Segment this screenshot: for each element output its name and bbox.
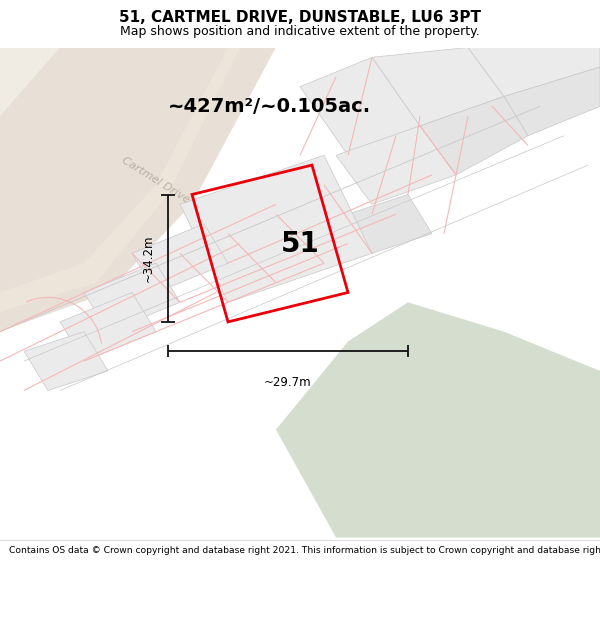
Polygon shape — [24, 332, 108, 391]
Polygon shape — [0, 48, 276, 332]
Text: Contains OS data © Crown copyright and database right 2021. This information is : Contains OS data © Crown copyright and d… — [9, 546, 600, 555]
Polygon shape — [300, 58, 420, 155]
Polygon shape — [0, 48, 600, 538]
Polygon shape — [504, 67, 600, 136]
Polygon shape — [420, 96, 528, 175]
Polygon shape — [132, 224, 228, 292]
Polygon shape — [372, 48, 504, 126]
Text: ~29.7m: ~29.7m — [264, 376, 312, 389]
Polygon shape — [276, 302, 600, 538]
Polygon shape — [468, 48, 600, 96]
Polygon shape — [180, 155, 372, 302]
Polygon shape — [60, 292, 156, 361]
Text: ~34.2m: ~34.2m — [142, 234, 155, 282]
Text: 51, CARTMEL DRIVE, DUNSTABLE, LU6 3PT: 51, CARTMEL DRIVE, DUNSTABLE, LU6 3PT — [119, 11, 481, 26]
Text: 51: 51 — [281, 229, 319, 258]
Polygon shape — [0, 48, 240, 312]
Polygon shape — [0, 48, 60, 116]
Polygon shape — [336, 126, 456, 204]
Polygon shape — [84, 263, 180, 332]
Text: ~427m²/~0.105ac.: ~427m²/~0.105ac. — [168, 96, 371, 116]
Text: Map shows position and indicative extent of the property.: Map shows position and indicative extent… — [120, 25, 480, 38]
Text: Cartmel Drive: Cartmel Drive — [121, 155, 191, 204]
Polygon shape — [348, 194, 432, 253]
